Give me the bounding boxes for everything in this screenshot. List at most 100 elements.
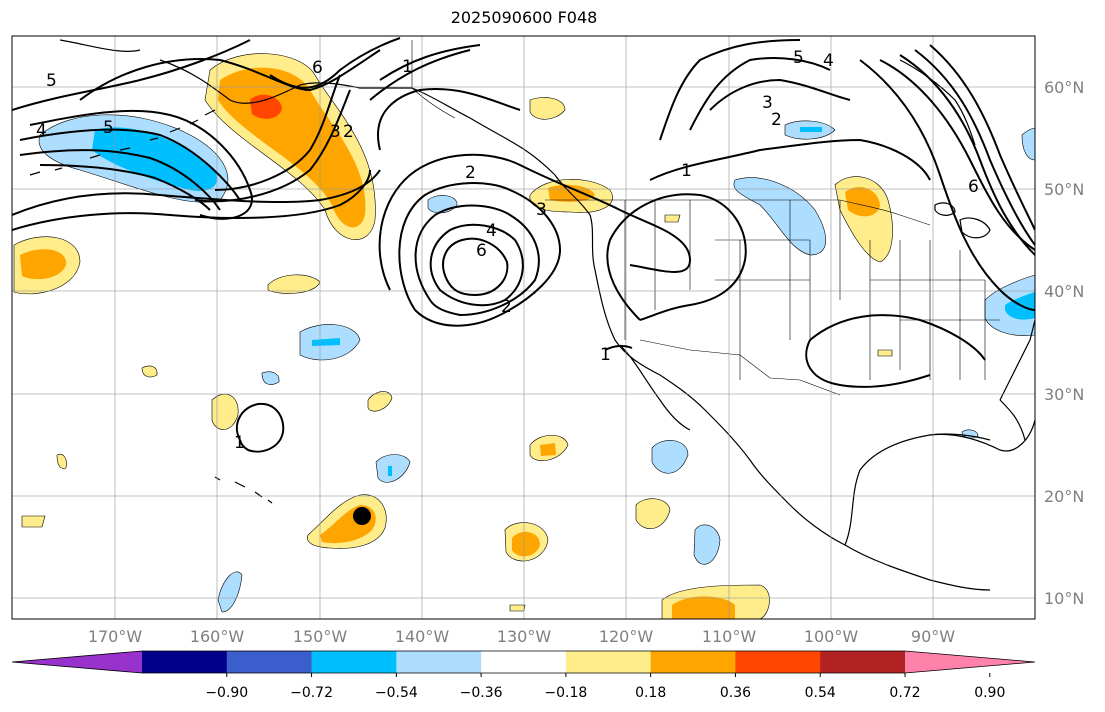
lon-label-130w: 130°W	[497, 627, 552, 646]
lon-label-90w: 90°W	[911, 627, 955, 646]
colorbar-tick-label: 0.54	[805, 685, 836, 701]
us-mexico-border	[639, 339, 841, 396]
contour-label: 5	[793, 48, 804, 68]
contour	[12, 169, 381, 216]
contour-label: 5	[103, 118, 114, 138]
contour	[369, 49, 471, 101]
colorbar-tick-label: −0.18	[544, 685, 587, 701]
map-title: 2025090600 F048	[450, 8, 598, 27]
positive-anomaly-small-5	[56, 453, 67, 469]
contour	[12, 39, 251, 111]
colorbar-segment	[396, 651, 482, 673]
positive-anomaly-east-3	[635, 498, 671, 529]
colorbar-tick-label: −0.54	[375, 685, 418, 701]
contour	[604, 344, 633, 351]
contour	[379, 44, 481, 81]
colorbar-tick-label: −0.72	[290, 685, 333, 701]
contour-label: 1	[681, 161, 692, 181]
contour-label: 4	[36, 121, 47, 141]
latitude-labels: 60°N 50°N 40°N 30°N 20°N 10°N	[1044, 78, 1084, 608]
contour-label: 4	[486, 221, 497, 241]
colorbar-tick-label: 0.72	[889, 685, 920, 701]
positive-anomaly-alaska-max	[250, 94, 282, 119]
contour	[659, 39, 801, 141]
contour-label: 3	[762, 93, 773, 113]
contour	[429, 223, 524, 307]
gulf-coast	[844, 419, 1035, 546]
contour	[214, 74, 341, 191]
storm-center-marker	[353, 507, 371, 525]
negative-anomaly-small-3	[375, 454, 411, 483]
lon-label-160w: 160°W	[190, 627, 245, 646]
florida	[999, 399, 1026, 441]
contour	[649, 138, 931, 181]
contour-label: 4	[823, 51, 834, 71]
contour-label: 2	[771, 110, 782, 130]
contour-label: 3	[536, 200, 547, 220]
colorbar-segment	[481, 651, 567, 673]
positive-anomaly-small-6	[21, 515, 46, 528]
contour	[378, 153, 692, 291]
contour-label: 6	[968, 177, 979, 197]
aleutian-islands	[29, 109, 216, 176]
colorbar-tick-label: −0.90	[205, 685, 248, 701]
contour	[914, 49, 1035, 246]
positive-anomaly-small-3	[367, 391, 393, 412]
alaska-coast	[59, 39, 556, 176]
contour-label: 2	[343, 122, 354, 142]
contour-label: 1	[402, 57, 413, 77]
lon-label-170w: 170°W	[88, 627, 143, 646]
contour	[269, 37, 401, 89]
positive-anomaly-small-8	[529, 97, 566, 120]
colorbar-extend-high	[905, 651, 1035, 673]
contour	[859, 59, 1035, 311]
lat-label-60n: 60°N	[1044, 78, 1084, 97]
negative-anomaly-small-2	[261, 371, 280, 385]
contour	[606, 193, 747, 321]
great-lakes	[934, 202, 991, 239]
lon-label-100w: 100°W	[804, 627, 859, 646]
contour	[929, 44, 1035, 231]
negative-anomaly-east-2	[693, 524, 721, 565]
longitude-labels: 170°W 160°W 150°W 140°W 130°W 120°W 110°…	[88, 627, 955, 646]
lon-label-140w: 140°W	[395, 627, 450, 646]
contour	[414, 204, 540, 317]
contour-label: 3	[330, 122, 341, 142]
baja-california	[619, 344, 691, 431]
contour	[377, 88, 521, 151]
colorbar-segment	[226, 651, 313, 673]
contour	[398, 182, 562, 327]
negative-anomaly-small-3-core	[388, 466, 392, 476]
contour	[809, 314, 986, 361]
colorbar-segment	[735, 651, 821, 673]
lat-label-10n: 10°N	[1044, 589, 1084, 608]
contour	[805, 339, 931, 388]
hawaiian-islands	[214, 476, 273, 504]
colorbar-segment	[650, 651, 736, 673]
contour	[79, 49, 381, 101]
contour	[29, 109, 253, 220]
colorbar-tick-label: 0.18	[635, 685, 666, 701]
colorbar-segment	[142, 651, 228, 673]
colorbar-segment	[311, 651, 397, 673]
lat-label-30n: 30°N	[1044, 385, 1084, 404]
contour-labels: 5 4 5 6 1 5 4 3 2 1 2 3 4 6 2 3 1 1 2 6	[36, 48, 979, 453]
contour	[709, 78, 851, 111]
contour-label: 2	[501, 297, 512, 317]
negative-anomaly-small-1-core	[312, 338, 340, 346]
colorbar-segment	[565, 651, 652, 673]
cuba	[929, 433, 991, 441]
colorbar-tick-label: −0.36	[460, 685, 503, 701]
contour	[899, 54, 1035, 256]
contour-label: 5	[46, 71, 57, 91]
contour	[194, 89, 351, 203]
state-lines	[624, 200, 1000, 380]
lat-lon-grid	[12, 36, 1035, 619]
colorbar-extend-low	[12, 651, 142, 673]
east-coast	[999, 319, 1035, 401]
contour	[19, 149, 221, 211]
lat-label-50n: 50°N	[1044, 180, 1084, 199]
contour	[442, 237, 509, 297]
contour-label: 6	[476, 241, 487, 261]
west-coast	[554, 174, 991, 591]
